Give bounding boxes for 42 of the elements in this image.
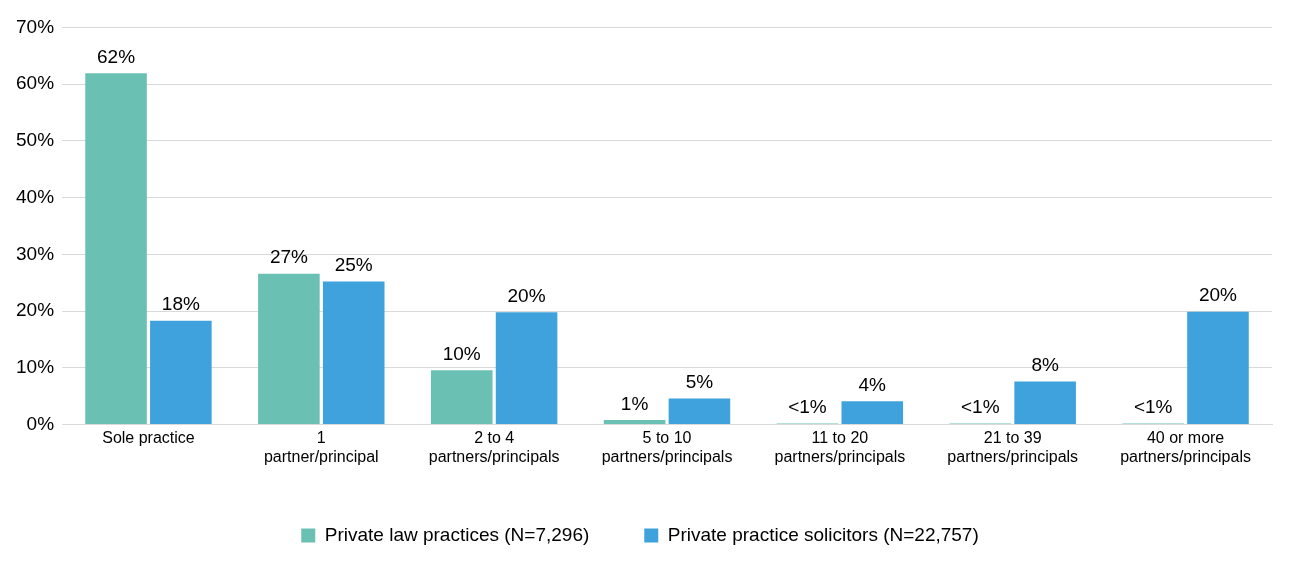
data-label: 10% (442, 342, 481, 364)
bar (430, 370, 493, 425)
y-tick-label: 30% (16, 242, 55, 264)
data-label: 18% (161, 293, 200, 315)
x-tick-label: Sole practice (102, 428, 195, 446)
x-tick-label: 40 or more partners/principals (1120, 428, 1251, 465)
data-label: 1% (620, 392, 649, 414)
x-tick-label: 1 partner/principal (263, 428, 379, 465)
bar (495, 312, 558, 425)
data-label: 62% (97, 46, 136, 68)
bar (85, 73, 147, 425)
bar (668, 398, 731, 425)
data-label: 20% (507, 284, 546, 306)
data-label: 25% (334, 254, 373, 276)
x-tick-label: 2 to 4 partners/principals (428, 428, 560, 465)
x-tick-label: 11 to 20 partners/principals (774, 428, 906, 465)
bar (150, 320, 212, 425)
data-label: <1% (1133, 396, 1173, 418)
x-tick-label: 5 to 10 partners/principals (601, 428, 733, 465)
y-tick-label: 20% (16, 299, 55, 321)
legend-label: Private practice solicitors (N=22,757) (667, 523, 979, 545)
y-tick-label: 0% (26, 412, 55, 434)
bar (322, 281, 385, 425)
bar (258, 273, 320, 425)
bar (841, 401, 904, 425)
y-tick-label: 40% (16, 185, 55, 207)
data-label: <1% (788, 396, 827, 418)
y-tick-label: 60% (16, 72, 55, 94)
data-label: 4% (858, 374, 887, 396)
bar (1187, 311, 1249, 425)
data-label: 27% (269, 246, 309, 268)
data-label: 5% (685, 371, 714, 393)
data-label: 20% (1198, 284, 1238, 306)
y-tick-label: 10% (16, 356, 55, 378)
y-tick-label: 70% (16, 15, 55, 37)
x-tick-label: 21 to 39 partners/principals (947, 428, 1079, 465)
data-label: <1% (961, 396, 1000, 418)
bar (1014, 381, 1076, 425)
y-tick-label: 50% (16, 129, 55, 151)
data-label: 8% (1031, 354, 1059, 376)
legend-label: Private law practices (N=7,296) (324, 523, 590, 545)
bar (603, 420, 666, 425)
